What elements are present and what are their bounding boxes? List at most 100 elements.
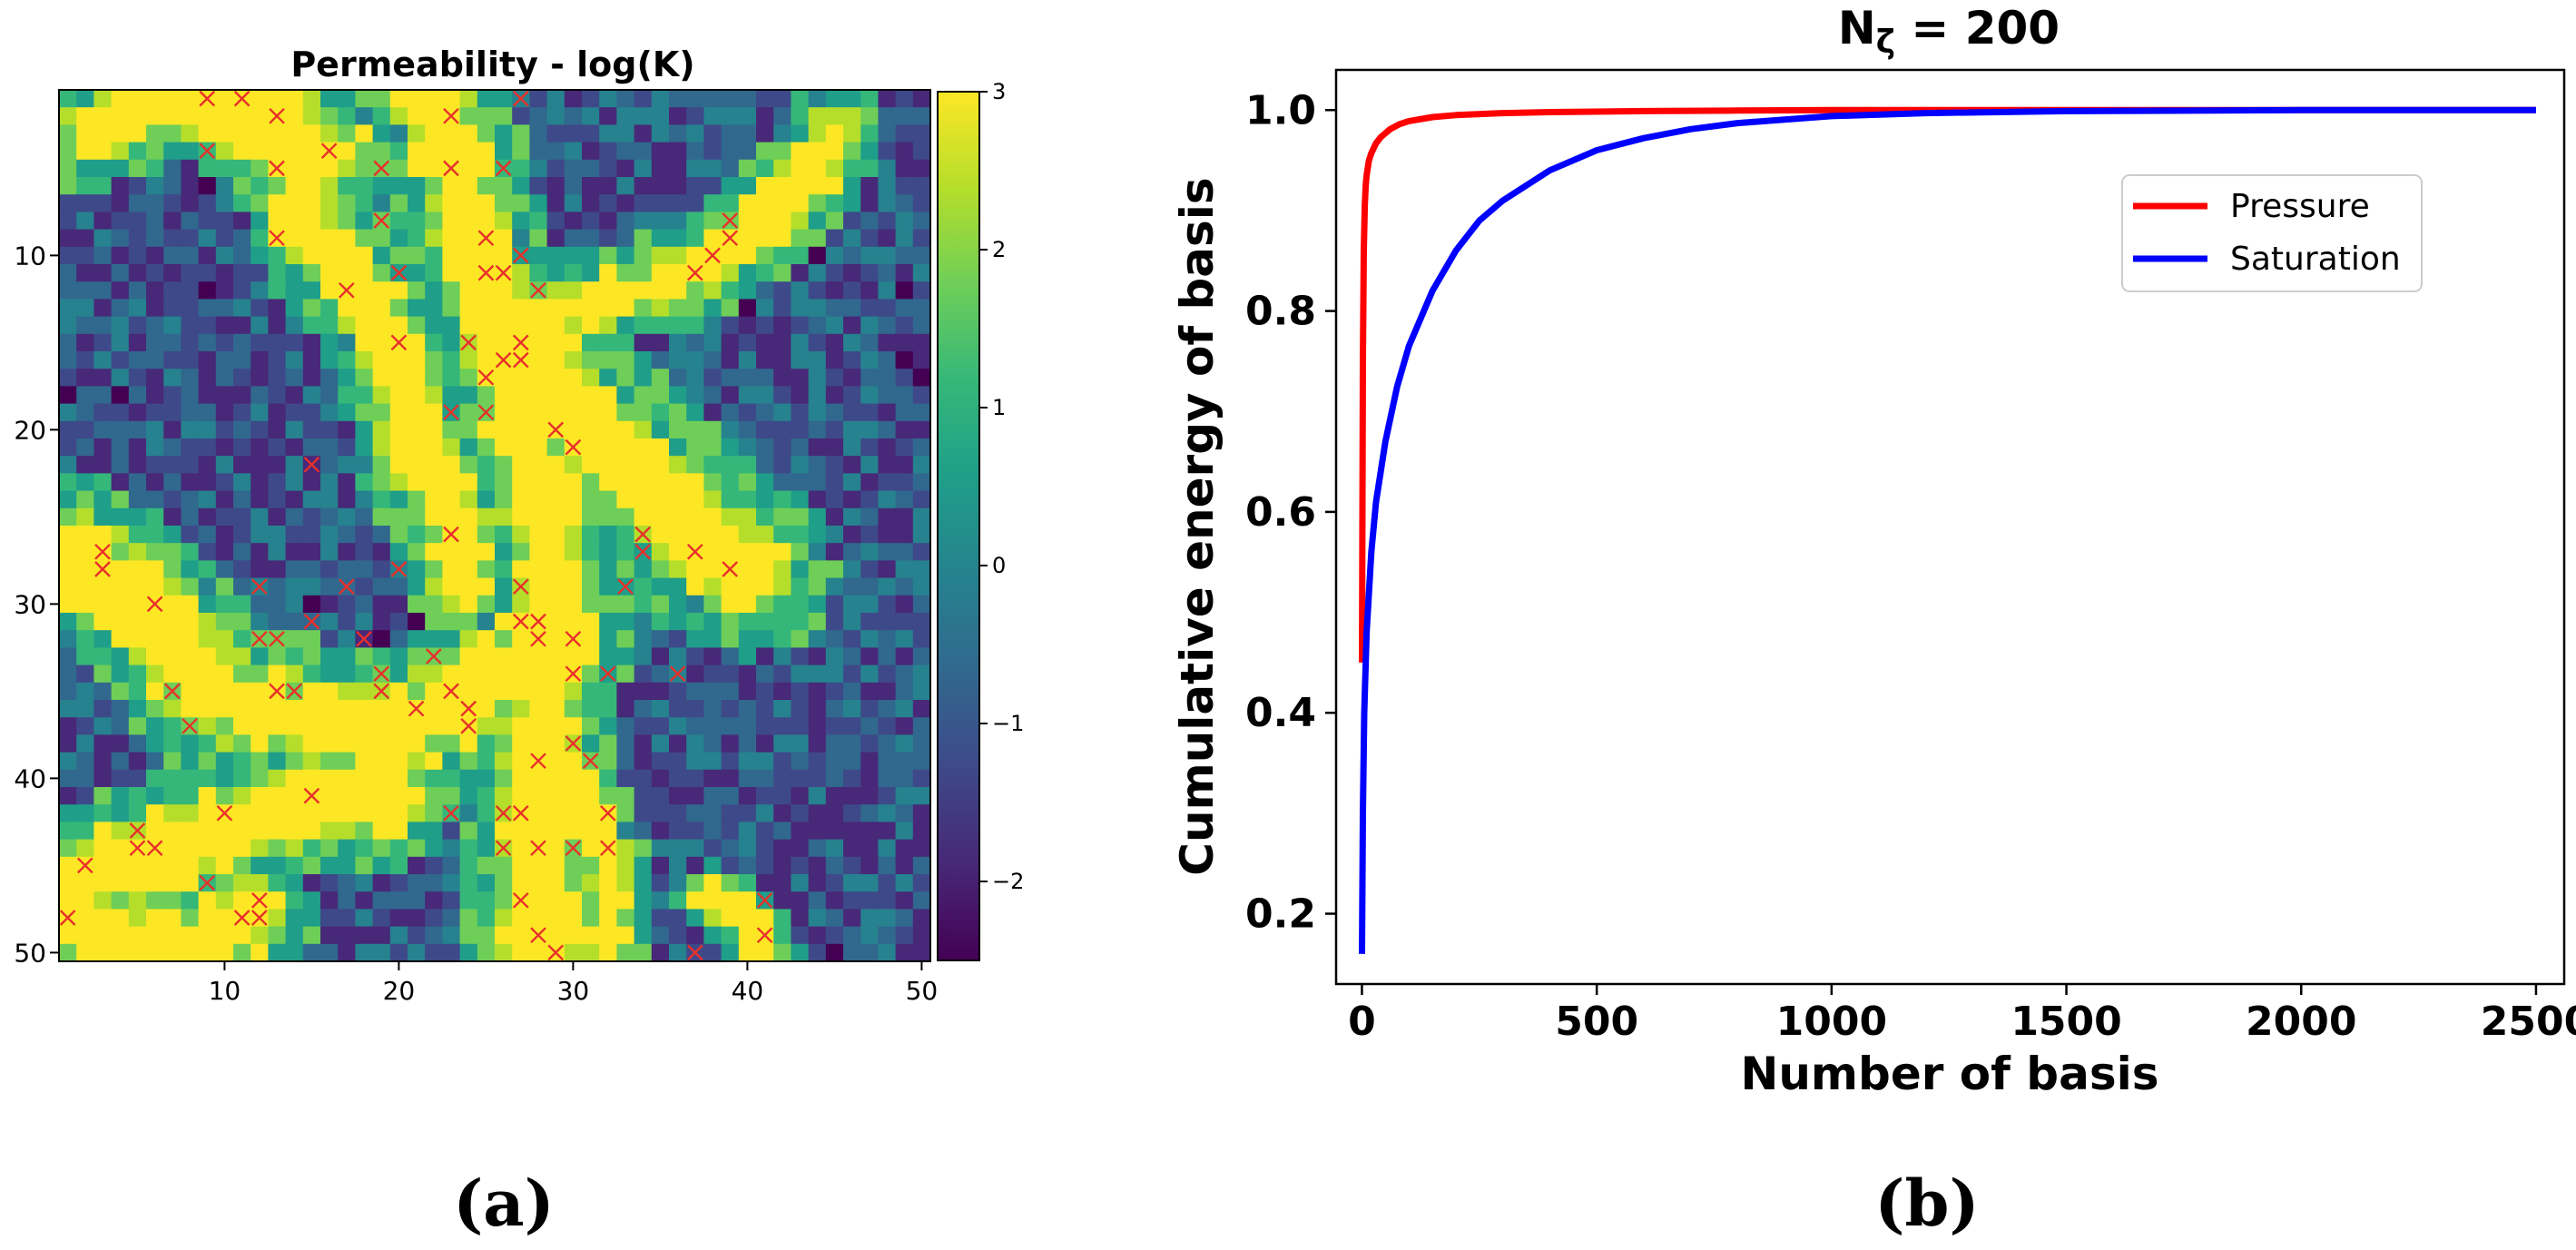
heatmap-cell xyxy=(808,700,827,718)
heatmap-cell xyxy=(477,90,496,108)
heatmap-cell xyxy=(111,177,130,195)
heatmap-cell xyxy=(773,577,791,596)
heatmap-cell xyxy=(616,229,635,248)
heatmap-cell xyxy=(59,281,77,300)
heatmap-marker xyxy=(251,630,268,647)
heatmap-cell xyxy=(651,456,670,474)
heatmap-cell xyxy=(756,526,774,544)
heatmap-cell xyxy=(198,926,217,945)
colorbar xyxy=(937,91,980,961)
heatmap-cell xyxy=(442,909,461,928)
heatmap-cell xyxy=(878,560,897,579)
heatmap-cell xyxy=(233,159,251,178)
heatmap-cell xyxy=(477,822,496,841)
heatmap-cell xyxy=(529,595,548,614)
heatmap-cell xyxy=(860,212,879,231)
heatmap-cell xyxy=(268,212,287,231)
heatmap-marker xyxy=(460,700,477,717)
heatmap-cell xyxy=(198,717,217,735)
heatmap-cell xyxy=(93,420,113,439)
heatmap-cell xyxy=(756,839,774,858)
heatmap-cell xyxy=(146,420,164,439)
heatmap-cell xyxy=(912,595,931,614)
heatmap-cell xyxy=(251,787,269,805)
heatmap-cell xyxy=(302,212,321,231)
heatmap-marker xyxy=(722,230,739,247)
heatmap-cell xyxy=(773,159,791,178)
heatmap-cell xyxy=(233,194,251,212)
heatmap-cell xyxy=(895,403,914,422)
heatmap-cell xyxy=(843,351,861,369)
heatmap-cell xyxy=(756,717,774,735)
heatmap-cell xyxy=(860,264,879,282)
heatmap-cell xyxy=(302,804,321,822)
heatmap-cell xyxy=(477,734,496,753)
heatmap-marker xyxy=(547,944,565,961)
heatmap-cell xyxy=(372,456,391,474)
heatmap-cell xyxy=(76,229,94,248)
heatmap-cell xyxy=(686,420,704,439)
heatmap-cell xyxy=(495,438,513,457)
heatmap-cell xyxy=(163,926,182,945)
heatmap-cell xyxy=(268,822,287,841)
heatmap-marker xyxy=(303,613,320,630)
heatmap-cell xyxy=(669,926,687,945)
heatmap-cell xyxy=(808,717,827,735)
heatmap-cell xyxy=(76,647,94,666)
heatmap-cell xyxy=(791,613,810,631)
heatmap-cell xyxy=(825,177,844,195)
heatmap-cell xyxy=(860,752,879,771)
heatmap-cell xyxy=(215,647,234,666)
heatmap-cell xyxy=(181,316,200,335)
heatmap-cell xyxy=(93,490,113,509)
heatmap-cell xyxy=(372,124,391,143)
heatmap-cell xyxy=(408,874,426,892)
heatmap-cell xyxy=(686,90,704,108)
heatmap-cell xyxy=(425,577,443,596)
heatmap-cell xyxy=(791,246,810,265)
heatmap-cell xyxy=(912,526,931,544)
heatmap-cell xyxy=(878,507,897,527)
heatmap-cell xyxy=(59,142,77,161)
heatmap-cell xyxy=(808,124,827,143)
heatmap-cell xyxy=(459,943,478,962)
heatmap-cell xyxy=(651,543,670,561)
heatmap-cell xyxy=(634,194,653,212)
heatmap-cell xyxy=(756,142,774,161)
heatmap-cell xyxy=(181,246,200,265)
heatmap-cell xyxy=(59,804,77,822)
heatmap-cell xyxy=(163,420,182,439)
heatmap-cell xyxy=(251,526,269,544)
heatmap-cell xyxy=(860,456,879,474)
heatmap-cell xyxy=(825,264,844,282)
heatmap-cell xyxy=(372,507,391,527)
heatmap-cell xyxy=(495,577,513,596)
heatmap-cell xyxy=(320,595,339,614)
heatmap-cell xyxy=(495,526,513,544)
heatmap-cell xyxy=(425,490,443,509)
heatmap-cell xyxy=(320,909,339,928)
heatmap-cell xyxy=(425,90,443,108)
x-tick-label: 2000 xyxy=(2246,999,2356,1045)
heatmap-cell xyxy=(233,142,251,161)
heatmap-cell xyxy=(93,473,113,492)
heatmap-cell xyxy=(564,159,583,178)
heatmap-cell xyxy=(651,473,670,492)
heatmap-cell xyxy=(442,316,461,335)
heatmap-marker xyxy=(443,160,459,177)
heatmap-cell xyxy=(251,856,269,875)
heatmap-cell xyxy=(599,90,617,108)
heatmap-cell xyxy=(895,891,914,910)
heatmap-cell xyxy=(756,351,774,369)
heatmap-cell xyxy=(825,874,844,892)
heatmap-cell xyxy=(215,333,234,352)
heatmap-cell xyxy=(912,333,931,352)
heatmap-cell xyxy=(721,507,740,527)
heatmap-cell xyxy=(146,438,164,457)
heatmap-cell xyxy=(495,752,513,771)
heatmap-cell xyxy=(843,891,861,910)
heatmap-cell xyxy=(442,212,461,231)
heatmap-cell xyxy=(512,369,530,387)
heatmap-cell xyxy=(703,212,723,231)
heatmap-cell xyxy=(634,403,653,422)
